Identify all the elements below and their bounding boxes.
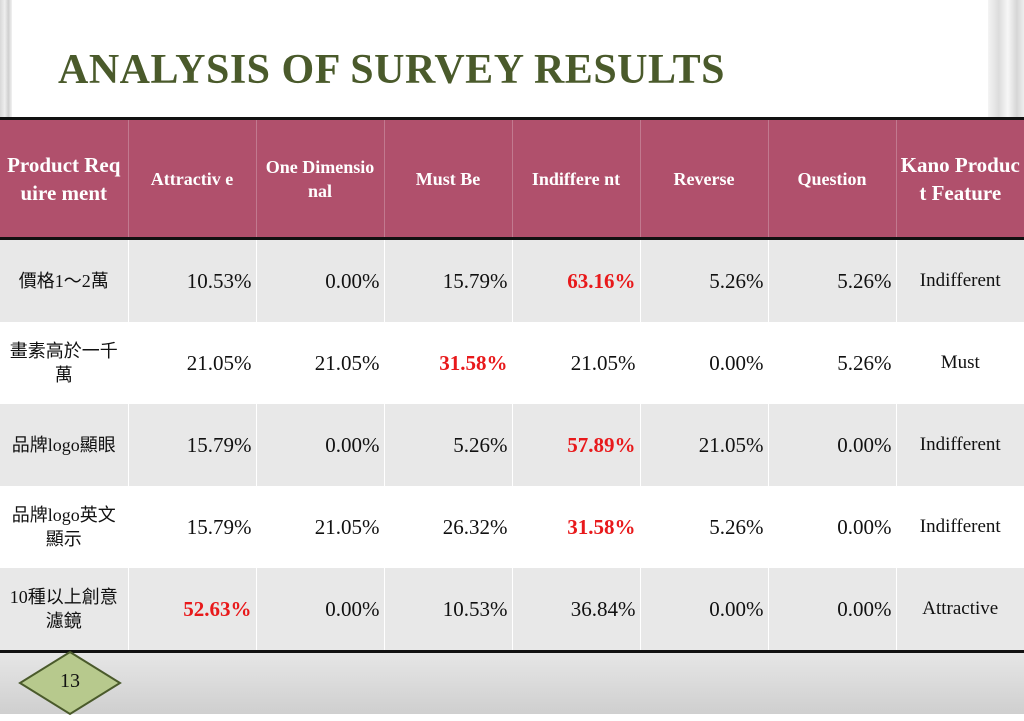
header-must-be: Must Be — [383, 118, 512, 239]
header-attractive: Attractiv e — [127, 118, 256, 239]
cell-one-dimensional: 0.00% — [255, 404, 384, 486]
table-row: 品牌logo英文顯示 15.79% 21.05% 26.32% 31.58% 5.26% 0… — [0, 486, 1024, 568]
cell-one-dimensional: 21.05% — [255, 486, 384, 568]
cell-reverse: 0.00% — [639, 322, 768, 404]
cell-attractive: 52.63% — [127, 568, 256, 652]
cell-question: 0.00% — [767, 568, 896, 652]
table-row: 價格1～2萬 10.53% 0.00% 15.79% 63.16% 5.26% 5.26% I… — [0, 238, 1024, 322]
table-header-row: Product Require ment Attractiv e One Dim… — [0, 118, 1024, 239]
cell-must-be: 5.26% — [383, 404, 512, 486]
cell-must-be: 31.58% — [383, 322, 512, 404]
cell-reverse: 21.05% — [639, 404, 768, 486]
cell-reverse: 5.26% — [639, 238, 768, 322]
cell-kano: Attractive — [895, 568, 1024, 652]
cell-indifferent: 57.89% — [511, 404, 640, 486]
cell-kano: Indifferent — [895, 486, 1024, 568]
cell-one-dimensional: 0.00% — [255, 238, 384, 322]
cell-indifferent: 36.84% — [511, 568, 640, 652]
cell-attractive: 15.79% — [127, 404, 256, 486]
cell-requirement: 10種以上創意濾鏡 — [0, 568, 128, 652]
cell-question: 5.26% — [767, 322, 896, 404]
footer-band — [0, 645, 1024, 714]
cell-one-dimensional: 21.05% — [255, 322, 384, 404]
cell-attractive: 10.53% — [127, 238, 256, 322]
cell-must-be: 10.53% — [383, 568, 512, 652]
header-reverse: Reverse — [639, 118, 768, 239]
cell-indifferent: 31.58% — [511, 486, 640, 568]
cell-question: 0.00% — [767, 404, 896, 486]
survey-results-table: Product Require ment Attractiv e One Dim… — [0, 117, 1024, 653]
cell-question: 5.26% — [767, 238, 896, 322]
cell-requirement: 品牌logo英文顯示 — [0, 486, 128, 568]
cell-kano: Indifferent — [895, 404, 1024, 486]
table-row: 10種以上創意濾鏡 52.63% 0.00% 10.53% 36.84% 0.00% 0.0… — [0, 568, 1024, 652]
cell-one-dimensional: 0.00% — [255, 568, 384, 652]
cell-kano: Indifferent — [895, 238, 1024, 322]
page-number-badge: 13 — [18, 650, 122, 716]
header-one-dimensional: One Dimensio nal — [255, 118, 384, 239]
header-product-requirement: Product Require ment — [0, 118, 128, 239]
cell-reverse: 0.00% — [639, 568, 768, 652]
cell-requirement: 價格1～2萬 — [0, 238, 128, 322]
header-kano-product-feature: Kano Product Feature — [895, 118, 1024, 239]
page-number: 13 — [60, 670, 80, 692]
table-body: 價格1～2萬 10.53% 0.00% 15.79% 63.16% 5.26% 5.26% I… — [0, 238, 1024, 652]
table-row: 畫素高於一千萬 21.05% 21.05% 31.58% 21.05% 0.00% 5.26… — [0, 322, 1024, 404]
cell-reverse: 5.26% — [639, 486, 768, 568]
cell-indifferent: 63.16% — [511, 238, 640, 322]
cell-requirement: 品牌logo顯眼 — [0, 404, 128, 486]
cell-question: 0.00% — [767, 486, 896, 568]
cell-requirement: 畫素高於一千萬 — [0, 322, 128, 404]
cell-indifferent: 21.05% — [511, 322, 640, 404]
slide-title: ANALYSIS OF SURVEY RESULTS — [58, 47, 726, 93]
table-row: 品牌logo顯眼 15.79% 0.00% 5.26% 57.89% 21.05% 0.00… — [0, 404, 1024, 486]
cell-attractive: 21.05% — [127, 322, 256, 404]
cell-attractive: 15.79% — [127, 486, 256, 568]
cell-must-be: 26.32% — [383, 486, 512, 568]
header-question: Question — [767, 118, 896, 239]
header-indifferent: Indiffere nt — [511, 118, 640, 239]
cell-kano: Must — [895, 322, 1024, 404]
cell-must-be: 15.79% — [383, 238, 512, 322]
